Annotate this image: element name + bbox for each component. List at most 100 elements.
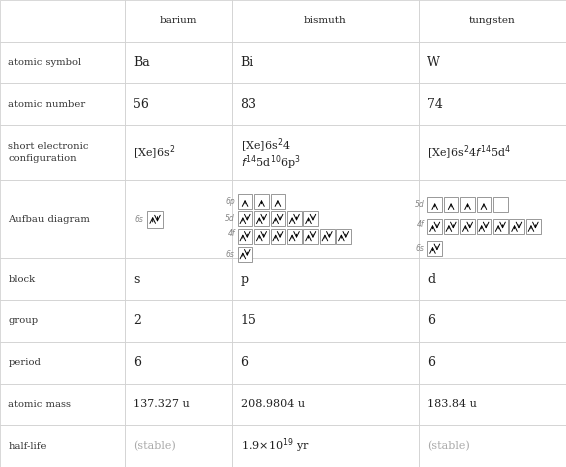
Bar — [0, 42, 125, 84]
Bar — [419, 425, 566, 467]
Bar — [125, 125, 232, 180]
Text: [Xe]6s$^{2}$4: [Xe]6s$^{2}$4 — [241, 137, 290, 155]
Bar — [125, 258, 232, 300]
Text: 15: 15 — [241, 314, 256, 327]
Bar — [460, 198, 475, 212]
Bar — [427, 219, 442, 234]
Bar — [419, 300, 566, 342]
Bar — [419, 0, 566, 42]
Bar — [271, 194, 285, 209]
Bar — [303, 229, 318, 244]
Bar — [0, 180, 125, 258]
Text: 6s: 6s — [135, 215, 144, 224]
Bar — [419, 125, 566, 180]
Bar — [232, 258, 419, 300]
Text: 6: 6 — [427, 314, 435, 327]
Bar — [287, 212, 302, 226]
Bar — [419, 342, 566, 383]
Text: 4f: 4f — [417, 220, 424, 229]
Bar — [444, 219, 458, 234]
Bar — [238, 229, 252, 244]
Bar — [232, 180, 419, 258]
Bar — [238, 212, 252, 226]
Text: $f^{14}$5d$^{10}$6p$^{3}$: $f^{14}$5d$^{10}$6p$^{3}$ — [241, 153, 301, 172]
Bar — [232, 342, 419, 383]
Text: 56: 56 — [133, 98, 149, 111]
Text: short electronic
configuration: short electronic configuration — [8, 142, 89, 163]
Bar — [232, 125, 419, 180]
Text: 6: 6 — [133, 356, 141, 369]
Bar — [303, 212, 318, 226]
Bar — [125, 180, 232, 258]
Bar — [0, 0, 125, 42]
Text: group: group — [8, 317, 38, 325]
Bar — [254, 194, 269, 209]
Text: tungsten: tungsten — [469, 16, 516, 25]
Bar — [232, 383, 419, 425]
Text: 1.9$\times$10$^{19}$ yr: 1.9$\times$10$^{19}$ yr — [241, 437, 309, 455]
Text: 6s: 6s — [415, 244, 424, 253]
Bar — [526, 219, 541, 234]
Bar — [509, 219, 524, 234]
Text: 5d: 5d — [225, 214, 235, 223]
Text: s: s — [133, 273, 139, 286]
Text: atomic symbol: atomic symbol — [8, 58, 82, 67]
Bar — [232, 300, 419, 342]
Bar — [125, 42, 232, 84]
Bar — [0, 125, 125, 180]
Bar — [419, 84, 566, 125]
Text: [Xe]6s$^{2}$: [Xe]6s$^{2}$ — [133, 143, 175, 162]
Text: 183.84 u: 183.84 u — [427, 399, 477, 410]
Bar — [477, 198, 491, 212]
Bar — [419, 42, 566, 84]
Bar — [254, 212, 269, 226]
Text: W: W — [427, 56, 440, 69]
Bar — [460, 219, 475, 234]
Text: 208.9804 u: 208.9804 u — [241, 399, 305, 410]
Text: 6: 6 — [241, 356, 248, 369]
Bar — [0, 258, 125, 300]
Bar — [419, 180, 566, 258]
Bar — [0, 383, 125, 425]
Text: atomic number: atomic number — [8, 100, 85, 109]
Bar — [125, 383, 232, 425]
Bar — [0, 342, 125, 383]
Bar — [125, 425, 232, 467]
Bar — [232, 425, 419, 467]
Text: Bi: Bi — [241, 56, 254, 69]
Bar — [271, 229, 285, 244]
Text: d: d — [427, 273, 435, 286]
Bar — [419, 258, 566, 300]
Text: Aufbau diagram: Aufbau diagram — [8, 215, 91, 224]
Bar — [0, 84, 125, 125]
Bar — [232, 84, 419, 125]
Text: 4f: 4f — [228, 229, 235, 238]
Bar — [232, 42, 419, 84]
Bar — [493, 219, 508, 234]
Bar — [125, 342, 232, 383]
Bar — [271, 212, 285, 226]
Text: 6: 6 — [427, 356, 435, 369]
Bar — [419, 383, 566, 425]
Bar — [254, 229, 269, 244]
Text: [Xe]6s$^{2}$4$f^{14}$5d$^{4}$: [Xe]6s$^{2}$4$f^{14}$5d$^{4}$ — [427, 143, 512, 162]
Bar — [287, 229, 302, 244]
Text: period: period — [8, 358, 41, 367]
Bar — [427, 198, 442, 212]
Bar — [336, 229, 351, 244]
Bar — [493, 198, 508, 212]
Bar — [232, 0, 419, 42]
Bar — [0, 425, 125, 467]
Bar — [125, 84, 232, 125]
Text: 5d: 5d — [415, 200, 424, 209]
Bar — [427, 241, 442, 256]
Text: 6s: 6s — [226, 250, 235, 259]
Text: half-life: half-life — [8, 442, 47, 451]
Text: 83: 83 — [241, 98, 256, 111]
Bar — [320, 229, 335, 244]
Text: Ba: Ba — [133, 56, 150, 69]
Text: barium: barium — [160, 16, 197, 25]
Text: 2: 2 — [133, 314, 141, 327]
Bar — [477, 219, 491, 234]
Bar — [0, 300, 125, 342]
